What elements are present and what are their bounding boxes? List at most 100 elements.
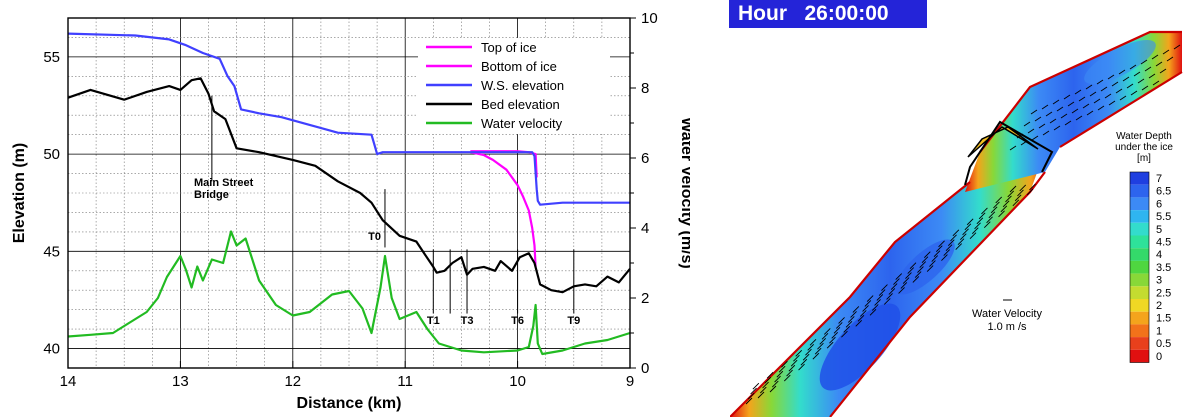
velocity-vectors [745,44,1181,405]
velocity-arrow [1067,101,1075,107]
velocity-arrow [859,310,867,317]
annotation-label: T9 [567,315,580,327]
velocity-arrow [850,311,857,318]
velocity-arrow [1108,100,1116,106]
elevation-velocity-chart: 14 13 12 11 10 9 40 45 50 55 0 2 4 6 8 10 Distance (km) E… [11,10,690,412]
velocity-arrow [1078,96,1086,102]
velocity-arrow [890,283,898,290]
velocity-arrow [857,315,865,322]
colorbar-label: 6.5 [1156,186,1171,198]
velocity-arrow [1052,99,1060,105]
right-bank [829,171,1046,417]
velocity-arrow [1100,86,1108,92]
colorbar-label: 7 [1156,173,1162,185]
colorbar-cell [1130,172,1149,185]
velocity-arrow [798,363,805,371]
velocity-arrow [800,358,808,366]
velocity-arrow [814,347,822,355]
velocity-arrow [793,354,800,362]
colorbar-cell [1130,337,1149,350]
x-tick-label: 14 [60,373,77,390]
velocity-arrow [998,210,1005,218]
velocity-arrow [752,382,760,390]
velocity-arrow [974,222,981,230]
velocity-arrow [766,371,774,379]
velocity-arrow [1159,68,1167,74]
velocity-arrow [869,309,877,316]
velocity-arrow [1017,189,1024,197]
vector-label: Water Velocity [972,308,1042,320]
velocity-arrow [1071,108,1079,114]
velocity-arrow [1042,130,1050,136]
velocity-arrow [1152,80,1160,86]
velocity-arrow [1009,145,1017,151]
y-tick-label: 45 [43,243,60,260]
velocity-arrow [1007,190,1015,198]
colorbar-label: 4 [1156,249,1162,261]
velocity-arrow [817,342,824,350]
velocity-arrow [935,245,943,253]
colorbar-cell [1130,260,1149,274]
velocity-arrow [757,391,765,399]
colorbar-label: 4.5 [1156,237,1171,249]
colorbar-cell [1130,273,1149,287]
velocity-arrow [1093,98,1101,104]
legend-entry: W.S. elevation [481,78,564,93]
velocity-arrow [976,217,984,225]
velocity-arrow [1019,184,1027,192]
velocity-arrow [781,360,788,368]
y2-tick-label: 8 [641,80,649,97]
velocity-arrow [805,348,812,356]
velocity-arrow [1060,113,1068,119]
velocity-arrow [909,262,917,269]
colorbar-label: 5 [1156,224,1162,236]
ice-jam-structure [967,126,1039,158]
velocity-arrow [831,331,839,339]
velocity-arrow [988,211,996,219]
annotation-label: T6 [511,315,524,327]
velocity-arrow [833,327,841,334]
velocity-arrow [1085,84,1093,90]
velocity-arrow [881,284,888,291]
velocity-arrow [952,229,960,237]
velocity-arrow [1140,59,1148,65]
x-tick-label: 10 [509,373,526,390]
velocity-arrow [1107,74,1115,80]
velocity-arrow [1089,91,1097,97]
velocity-arrow [871,304,879,311]
annotation-label: Bridge [194,189,229,201]
velocity-arrow [1030,109,1038,115]
velocity-arrow [1133,71,1141,77]
velocity-arrow [978,212,986,220]
series-line [470,151,537,267]
velocity-arrow [1104,93,1112,99]
velocity-arrow [843,325,851,333]
velocity-arrow [886,293,893,300]
velocity-arrow [993,201,1000,209]
velocity-arrow [907,267,915,274]
velocity-arrow [1014,194,1022,202]
velocity-arrow [1034,116,1042,122]
deep-pool [895,239,955,295]
velocity-arrow [819,337,827,345]
left-bank [730,181,971,417]
colorbar-label: 1 [1156,325,1162,337]
velocity-arrow [1012,199,1020,207]
y-axis-label: Elevation (m) [11,143,28,243]
velocity-arrow [1041,104,1049,110]
velocity-arrow [878,289,886,296]
velocity-arrow [874,299,881,306]
deep-pool [1084,39,1156,85]
velocity-arrow [759,386,767,394]
colorbar-cell [1130,222,1149,236]
velocity-arrow [821,333,829,340]
velocity-arrow [1056,106,1064,112]
x-tick-label: 13 [172,373,189,390]
time-label: Hour 26:00:00 [729,0,927,28]
velocity-arrow [1049,118,1057,124]
velocity-arrow [1097,105,1105,111]
left-bank-upper [979,30,1182,153]
colorbar-title: under the ice [1115,142,1173,153]
velocity-arrow [938,240,945,248]
velocity-arrow [762,381,769,389]
